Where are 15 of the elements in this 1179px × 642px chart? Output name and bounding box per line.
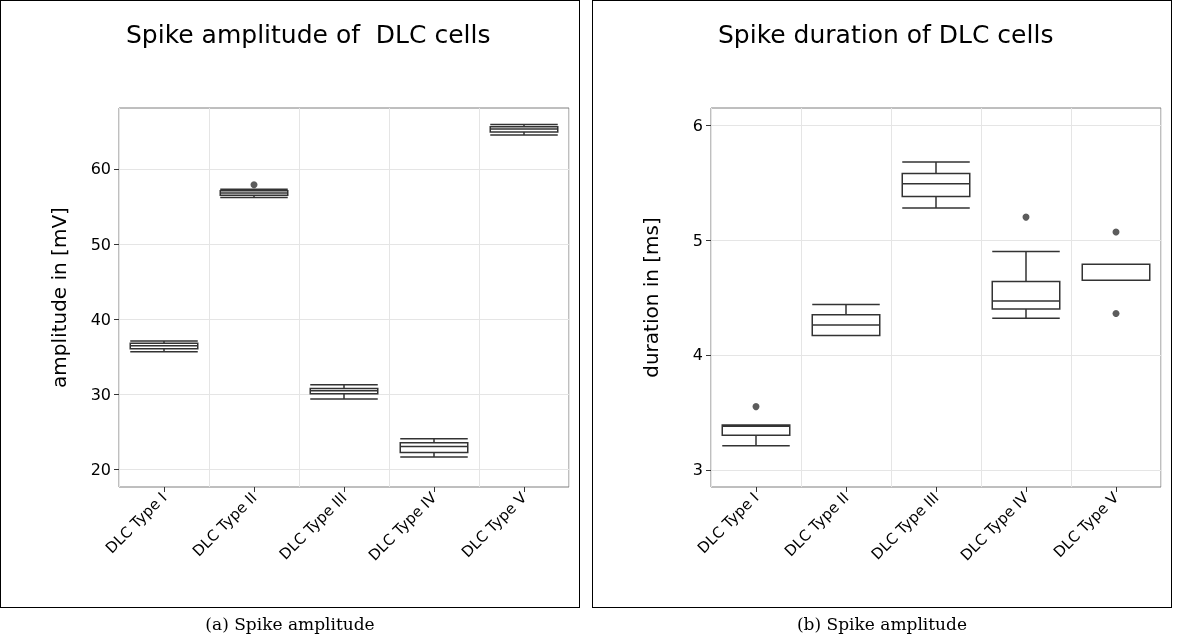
y-tick-label: 3: [692, 460, 703, 480]
y-tick-label: 5: [692, 230, 703, 250]
y-tick-label: 30: [90, 385, 111, 405]
y-tick-label: 20: [90, 460, 111, 480]
chart-title: Spike amplitude of DLC cells: [126, 20, 491, 49]
y-axis-title: duration in [ms]: [639, 217, 663, 378]
y-tick-label: 50: [90, 234, 111, 254]
y-axis-title: amplitude in [mV]: [47, 207, 71, 388]
text: (b) Spike amplitude: [796, 614, 968, 634]
chart-title: Spike duration of DLC cells: [718, 20, 1054, 49]
y-tick-label: 4: [692, 345, 703, 365]
y-tick-label: 40: [90, 309, 111, 329]
y-tick-label: 60: [90, 159, 111, 179]
text: (a) Spike amplitude: [204, 614, 376, 634]
y-tick-label: 6: [692, 115, 703, 135]
